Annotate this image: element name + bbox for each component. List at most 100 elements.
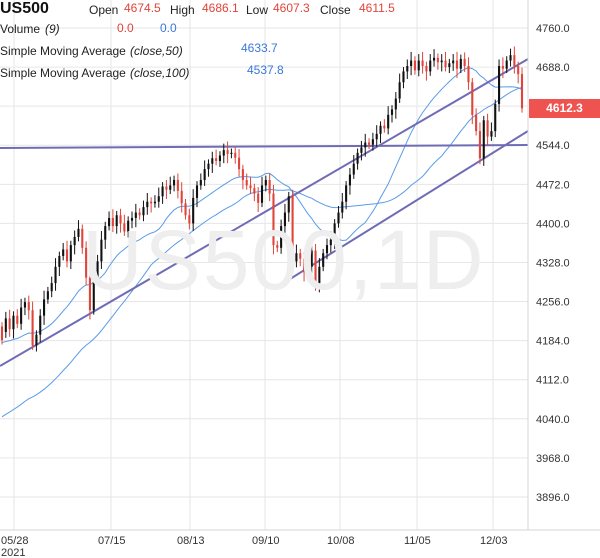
candle-body — [264, 179, 267, 186]
candle-body — [390, 109, 394, 115]
y-tick-label: 4256.0 — [536, 297, 570, 309]
candle-body — [4, 318, 7, 332]
candle-body — [303, 258, 306, 273]
chart-legend: US500 Open 4674.5 High 4686.1 Low 4607.3… — [0, 0, 430, 90]
candle-body — [295, 253, 298, 262]
candle-body — [16, 315, 19, 324]
open-label: Open — [89, 3, 119, 17]
candle-body — [43, 299, 46, 316]
y-tick-label: 4544.0 — [536, 140, 570, 152]
trendline — [289, 130, 529, 280]
candle-body — [272, 193, 275, 246]
candle-body — [287, 196, 290, 213]
candle-body — [192, 197, 195, 224]
candle-body — [379, 125, 382, 134]
candle-body — [31, 310, 34, 346]
candle-body — [27, 302, 30, 311]
candle-body — [329, 239, 332, 246]
sma50-line — [1, 67, 523, 344]
time-axis: 05/28 07/15 08/13 09/10 10/08 11/05 12/03 2021 — [1, 535, 508, 558]
candle-body — [459, 58, 462, 69]
candle-body — [8, 318, 11, 330]
candle-body — [517, 65, 520, 75]
candle-body — [371, 139, 374, 145]
candle-body — [176, 179, 179, 191]
y-tick-label: 4328.0 — [536, 257, 570, 269]
candle-body — [318, 266, 321, 284]
candle-body — [134, 212, 137, 218]
x-tick-label: 05/28 — [1, 535, 29, 547]
candle-body — [283, 212, 286, 227]
candle-body — [260, 185, 264, 203]
candle-body — [257, 193, 260, 203]
candle-body — [123, 223, 126, 232]
candle-body — [23, 302, 26, 308]
candle-body — [226, 150, 229, 154]
open-value: 4674.5 — [124, 1, 161, 15]
candle-body — [238, 157, 241, 170]
candle-body — [203, 169, 206, 180]
candle-body — [482, 120, 485, 159]
candle-body — [180, 190, 183, 204]
candle-body — [73, 236, 76, 246]
candle-body — [486, 120, 489, 137]
candle-body — [245, 179, 248, 186]
candle-body — [475, 114, 478, 132]
candle-body — [142, 207, 145, 216]
candle-body — [452, 60, 455, 64]
candle-body — [341, 201, 344, 213]
candle-body — [230, 152, 233, 154]
candle-body — [448, 63, 451, 68]
candle-body — [299, 253, 302, 259]
sma100-param: (close,100) — [130, 66, 190, 80]
candle-body — [513, 55, 516, 66]
candle-body — [429, 60, 432, 72]
candle-body — [108, 217, 111, 227]
candle-body — [92, 277, 95, 311]
candle-body — [253, 188, 256, 194]
candle-body — [207, 163, 210, 170]
candle-body — [173, 179, 176, 186]
candle-body — [306, 266, 309, 273]
volume-value-2: 0.0 — [160, 21, 177, 35]
candle-body — [234, 152, 237, 158]
candle-body — [157, 196, 160, 202]
candle-body — [356, 152, 359, 164]
candle-body — [467, 65, 470, 83]
candle-body — [478, 131, 481, 159]
candle-body — [310, 250, 313, 267]
candle-body — [398, 82, 401, 99]
candle-body — [406, 65, 409, 72]
candles — [0, 46, 524, 352]
x-tick-sublabel: 2021 — [1, 547, 25, 558]
candle-body — [498, 65, 501, 104]
candle-body — [276, 245, 279, 248]
candle-body — [77, 228, 80, 237]
candle-body — [50, 283, 53, 292]
candle-body — [348, 174, 351, 186]
candle-body — [440, 60, 443, 63]
symbol-label: US500 — [0, 0, 49, 17]
candle-body — [520, 74, 524, 109]
low-label: Low — [246, 3, 269, 17]
candle-body — [436, 57, 439, 63]
trendline — [0, 144, 529, 149]
candle-body — [368, 142, 371, 145]
candle-body — [81, 228, 84, 248]
candle-body — [12, 315, 15, 330]
candle-body — [375, 133, 378, 140]
candle-body — [195, 185, 199, 198]
candle-body — [54, 266, 57, 284]
candle-body — [291, 196, 294, 262]
trendlines — [0, 58, 529, 367]
candle-body — [222, 150, 225, 156]
candle-body — [490, 131, 493, 137]
candle-body — [150, 201, 153, 204]
candle-body — [199, 179, 202, 186]
candle-body — [104, 226, 107, 240]
candle-body — [130, 217, 134, 221]
sma50-param: (close,50) — [130, 44, 183, 58]
last-price-tag: 4612.3 — [529, 99, 600, 118]
candle-body — [509, 55, 512, 61]
